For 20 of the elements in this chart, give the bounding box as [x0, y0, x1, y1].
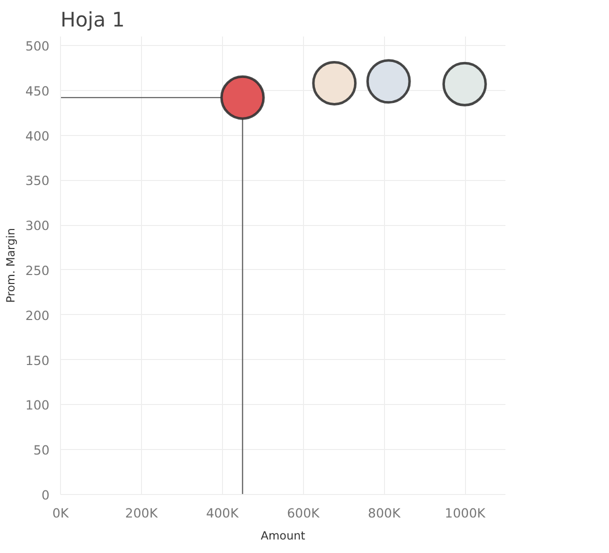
- chart-title: Hoja 1: [60, 8, 125, 32]
- x-tick-label: 0K: [52, 506, 70, 520]
- y-axis-title: Prom. Margin: [3, 228, 18, 303]
- y-tick-label: 100: [25, 398, 50, 413]
- y-tick-label: 350: [25, 173, 50, 188]
- x-tick-label: 200K: [125, 506, 158, 520]
- y-tick-label: 250: [25, 262, 50, 278]
- y-tick-label: 500: [25, 38, 50, 54]
- y-tick-label: 0: [41, 488, 50, 502]
- x-axis-title: Amount: [260, 528, 306, 542]
- x-tick-label: 800K: [368, 506, 402, 520]
- y-tick-label: 450: [25, 83, 50, 98]
- x-tick-label: 1000K: [444, 506, 486, 520]
- y-tick-label: 400: [25, 128, 50, 144]
- y-tick-label: 150: [25, 352, 50, 368]
- x-tick-label: 400K: [206, 506, 240, 520]
- y-tick-label: 50: [33, 442, 50, 458]
- y-tick-label: 300: [25, 218, 50, 234]
- y-tick-label: 200: [25, 308, 50, 323]
- x-tick-label: 600K: [287, 506, 320, 520]
